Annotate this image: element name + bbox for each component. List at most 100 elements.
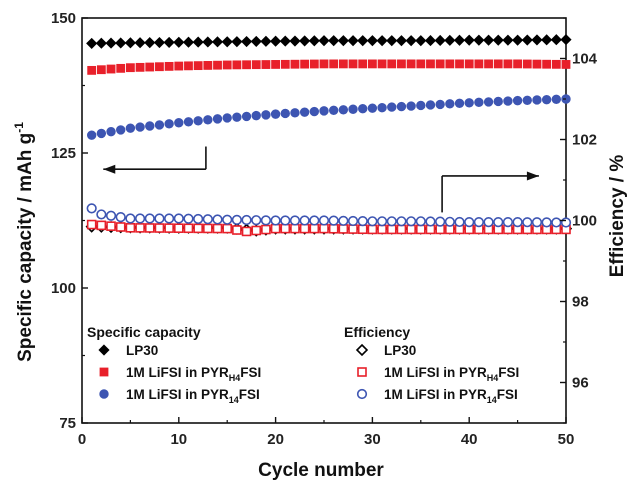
filled-square-point: [426, 59, 435, 69]
legend-header-efficiency: Efficiency: [344, 324, 410, 340]
open-square-point: [299, 223, 310, 234]
filled-diamond-point: [250, 35, 262, 48]
y-left-tick-label: 100: [51, 280, 76, 297]
filled-circle-point: [406, 101, 416, 111]
filled-diamond-point: [260, 35, 272, 47]
open-square-point: [144, 223, 155, 233]
legend: Specific capacity Efficiency LP30 1M LiFS…: [87, 324, 519, 405]
legend-label-main: 1M LiFSI in PYR: [384, 365, 487, 380]
series-0: [86, 34, 572, 49]
legend-label-main: 1M LiFSI in PYR: [126, 365, 229, 380]
legend-label-subscript: 14: [487, 395, 497, 405]
filled-square-point: [503, 59, 513, 69]
open-circle-point: [86, 203, 97, 214]
filled-circle-point: [125, 123, 136, 133]
open-square-point: [96, 220, 107, 231]
filled-diamond-point: [463, 34, 475, 46]
filled-square-point: [155, 62, 164, 72]
arrow-head: [103, 164, 116, 174]
filled-circle-point: [319, 106, 329, 116]
legend-label-main: LP30: [126, 343, 158, 358]
filled-square-point: [397, 59, 406, 69]
open-circle-point: [299, 215, 310, 226]
open-circle-point: [222, 214, 233, 225]
filled-circle-point: [387, 102, 397, 112]
filled-square-point: [532, 59, 542, 69]
filled-square-point: [174, 61, 184, 71]
filled-square-point: [513, 59, 522, 69]
legend-label-3: LP30: [384, 343, 416, 358]
open-circle-point: [396, 216, 407, 227]
open-circle-point: [338, 215, 349, 226]
open-square-point: [270, 223, 281, 234]
filled-square-point: [232, 60, 242, 70]
open-square-point: [425, 224, 436, 235]
filled-diamond-point: [105, 37, 117, 49]
filled-square-point: [319, 59, 329, 69]
filled-diamond-point: [502, 34, 514, 46]
open-circle-point: [260, 215, 272, 226]
filled-diamond-point: [328, 35, 340, 47]
filled-diamond-point: [134, 37, 146, 49]
open-square-point: [251, 225, 262, 236]
open-circle-point: [309, 215, 320, 226]
filled-square-point: [106, 64, 116, 74]
filled-diamond-point: [560, 34, 572, 46]
filled-circle-point: [425, 100, 436, 110]
filled-circle-point: [106, 126, 116, 137]
filled-diamond-point: [512, 34, 524, 46]
series-2: [86, 94, 571, 140]
open-circle-point: [231, 214, 242, 225]
filled-circle-point: [328, 105, 339, 116]
open-square-point: [309, 223, 320, 234]
open-circle-point: [435, 216, 446, 227]
open-circle-point: [115, 212, 126, 223]
legend-label-main: 1M LiFSI in PYR: [384, 387, 487, 402]
filled-square-point: [474, 59, 484, 69]
open-square-point: [377, 224, 387, 235]
open-square-point: [212, 223, 223, 234]
open-square-point: [415, 224, 426, 235]
open-square-point: [241, 226, 252, 237]
filled-circle-point: [474, 97, 484, 108]
filled-square-point: [193, 61, 203, 71]
open-circle-point: [406, 216, 417, 227]
open-circle-point: [376, 216, 388, 227]
filled-square-point: [135, 62, 145, 72]
filled-square-point: [126, 63, 135, 73]
filled-diamond-point: [289, 35, 301, 47]
filled-circle-point: [358, 104, 368, 114]
filled-square-point: [484, 59, 493, 69]
filled-square-point: [464, 59, 474, 69]
axis-arrow-right: [441, 171, 539, 213]
filled-circle-point: [232, 112, 242, 122]
filled-square-point: [271, 60, 281, 69]
legend-marker-4: [357, 367, 367, 377]
filled-circle-point: [541, 94, 552, 105]
open-circle-point: [454, 216, 465, 228]
filled-circle-point: [299, 107, 310, 117]
filled-circle-point: [445, 99, 455, 109]
filled-square-point: [435, 59, 445, 69]
open-circle-point: [386, 216, 397, 227]
open-circle-point: [212, 214, 223, 225]
open-circle-point: [502, 217, 514, 228]
open-circle-point: [105, 210, 117, 221]
legend-marker-2: [99, 389, 109, 399]
filled-circle-point: [116, 125, 126, 135]
legend-header-capacity: Specific capacity: [87, 324, 201, 340]
filled-square-point: [561, 60, 571, 69]
filled-square-point: [96, 65, 106, 75]
filled-circle-point: [512, 95, 523, 106]
open-circle-point: [318, 215, 330, 226]
legend-label-subscript: H4: [229, 373, 241, 383]
filled-circle-point: [145, 121, 155, 131]
filled-diamond-point: [144, 37, 156, 49]
filled-square-point: [367, 59, 377, 69]
filled-circle-point: [367, 103, 378, 113]
x-tick-label: 40: [461, 431, 478, 448]
open-square-point: [183, 223, 194, 234]
open-square-point: [193, 223, 203, 234]
filled-diamond-point: [415, 35, 427, 47]
